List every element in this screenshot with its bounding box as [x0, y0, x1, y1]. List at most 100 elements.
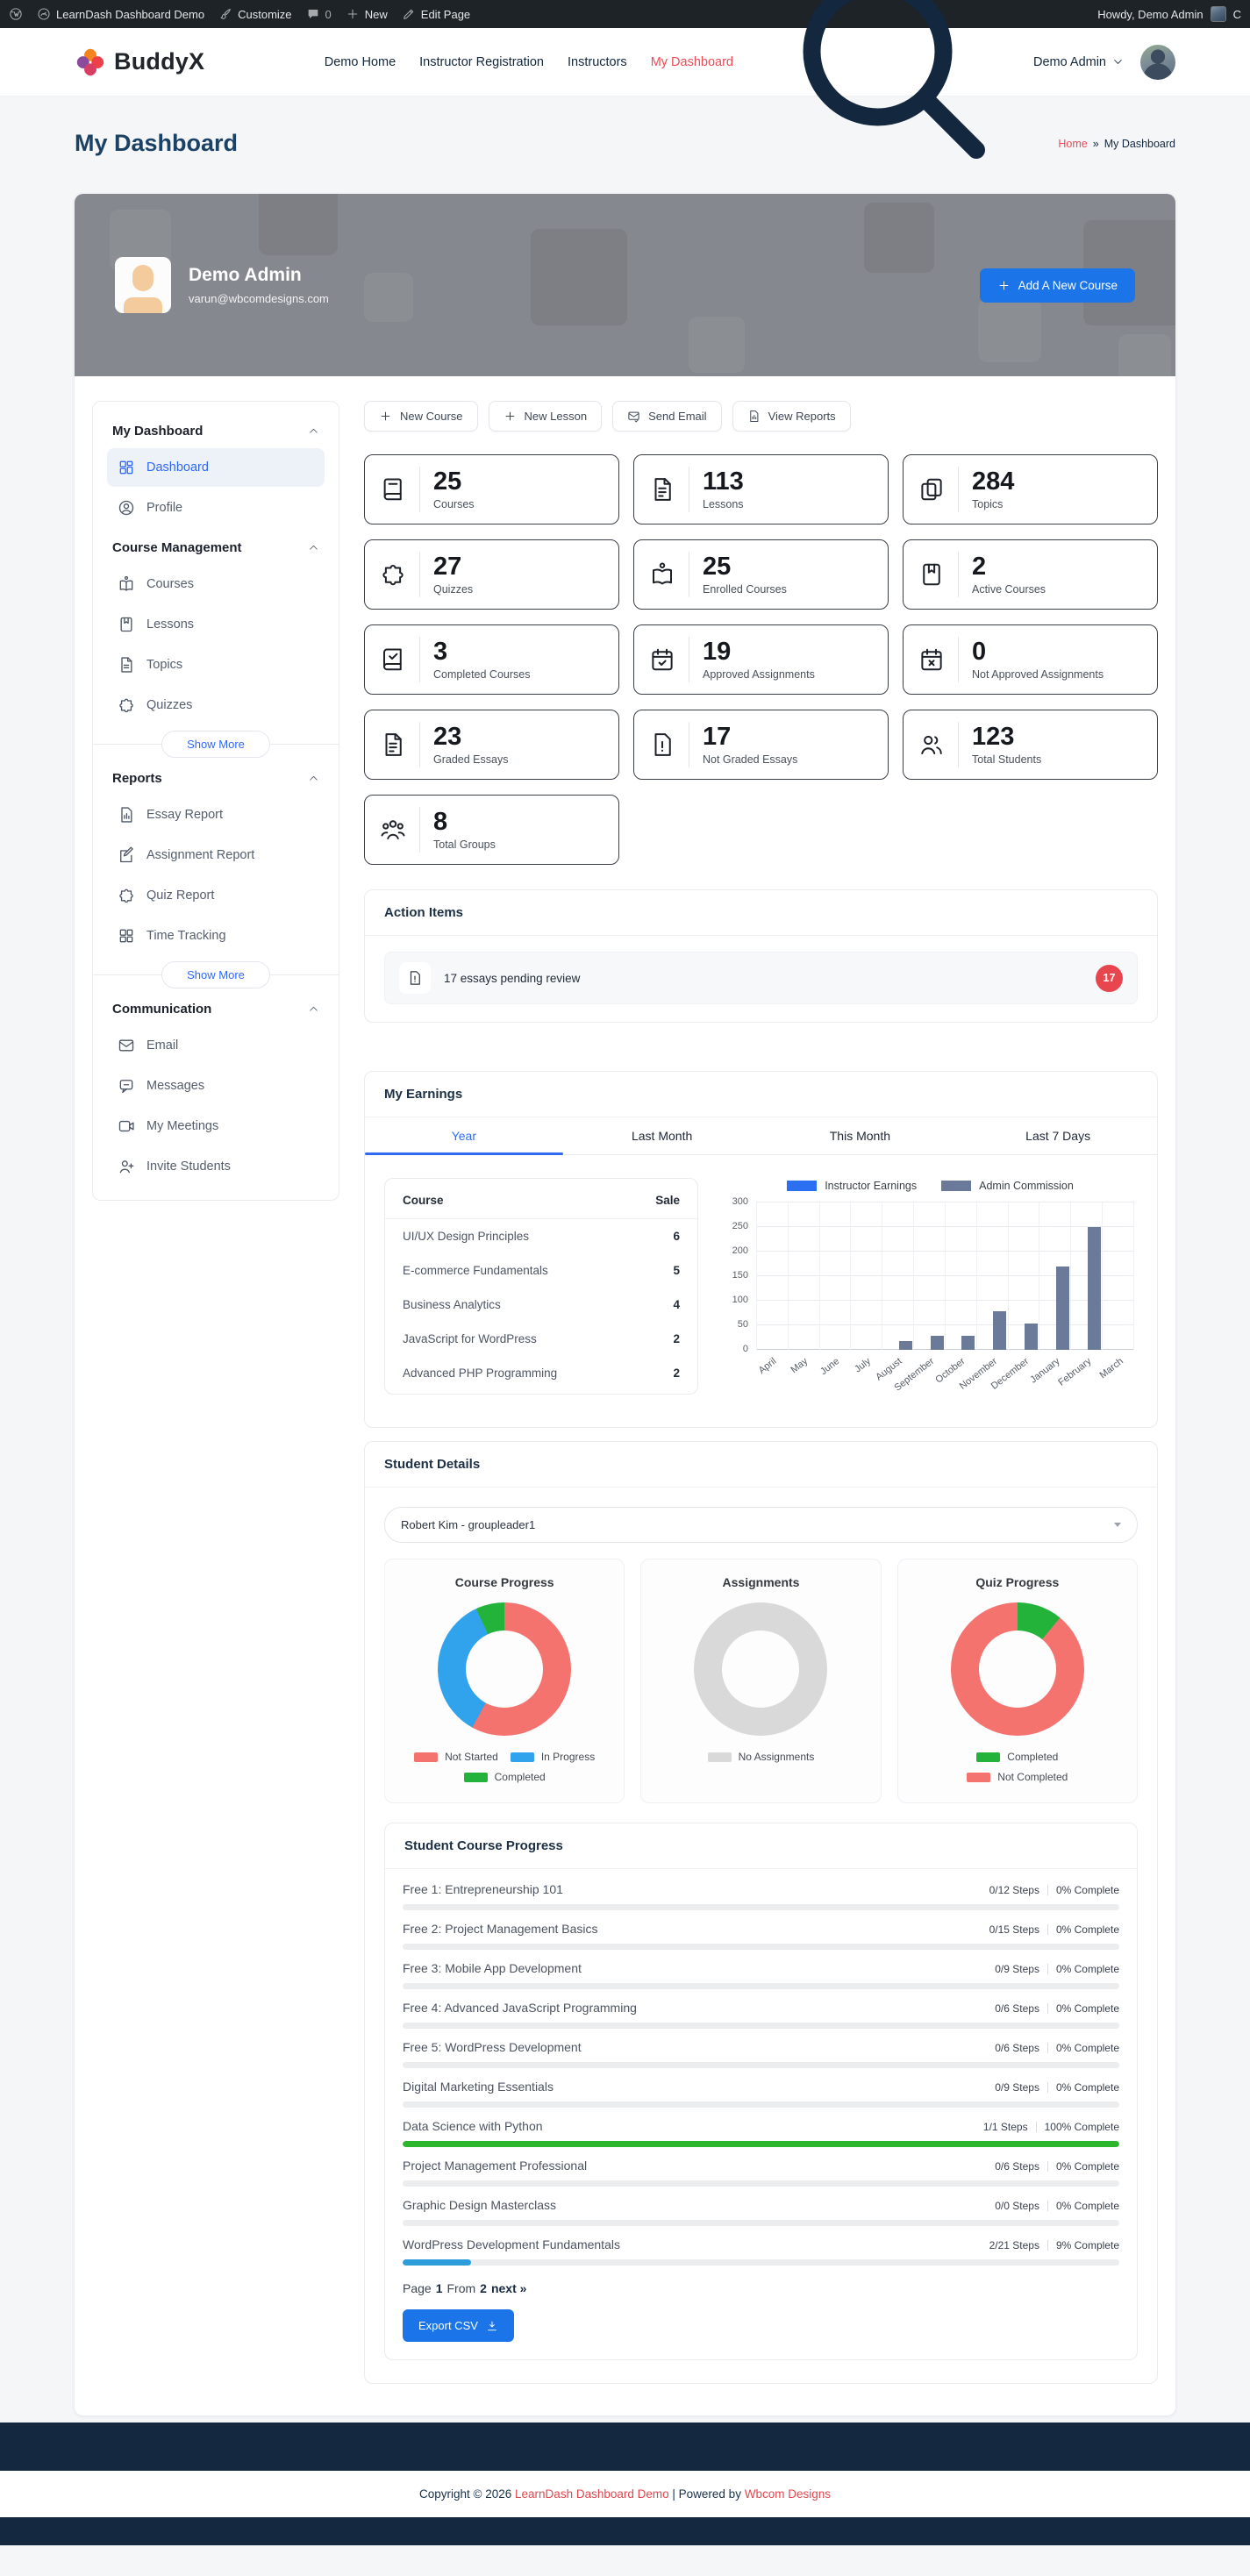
- nav-instructor-registration[interactable]: Instructor Registration: [419, 54, 544, 69]
- chart-plot-area: 0 50 100 150 200 250 300: [732, 1196, 1134, 1354]
- bar-admin-commission[interactable]: [961, 1336, 975, 1350]
- course-name[interactable]: Free 5: WordPress Development: [403, 2040, 582, 2054]
- earnings-tab-year[interactable]: Year: [365, 1117, 563, 1155]
- course-name[interactable]: Project Management Professional: [403, 2159, 588, 2173]
- progress-bar-track: [403, 2062, 1119, 2068]
- profile-avatar[interactable]: [115, 257, 171, 313]
- user-menu[interactable]: Demo Admin: [1033, 55, 1124, 69]
- sidebar-item-messages[interactable]: Messages: [107, 1067, 325, 1105]
- users-three-icon: [380, 817, 406, 843]
- stat-value: 27: [433, 553, 462, 582]
- sidebar-item-essay-report[interactable]: Essay Report: [107, 796, 325, 834]
- course-name[interactable]: Free 1: Entrepreneurship 101: [403, 1882, 563, 1896]
- legend-item-instructor-earnings[interactable]: Instructor Earnings: [787, 1180, 917, 1192]
- sidebar-item-quizzes[interactable]: Quizzes: [107, 686, 325, 724]
- adminbar-truncated-item[interactable]: C: [1232, 7, 1241, 21]
- sidebar-item-lessons[interactable]: Lessons: [107, 605, 325, 644]
- student-select[interactable]: Robert Kim - groupleader1: [384, 1507, 1138, 1543]
- bar-admin-commission[interactable]: [993, 1311, 1007, 1350]
- user-avatar[interactable]: [1140, 44, 1175, 80]
- earnings-tab-this-month[interactable]: This Month: [829, 1129, 890, 1143]
- sidebar-item-time-tracking[interactable]: Time Tracking: [107, 917, 325, 955]
- wp-logo-menu[interactable]: [9, 7, 23, 21]
- sidebar-item-dashboard[interactable]: Dashboard: [107, 448, 325, 487]
- breadcrumb-home-link[interactable]: Home: [1058, 137, 1088, 150]
- send-email-button[interactable]: Send Email: [612, 401, 722, 432]
- sidebar-item-topics[interactable]: Topics: [107, 646, 325, 684]
- nav-my-dashboard[interactable]: My Dashboard: [650, 54, 733, 69]
- legend-item-admin-commission[interactable]: Admin Commission: [941, 1180, 1074, 1192]
- adminbar-new[interactable]: New: [346, 7, 388, 21]
- bar-admin-commission[interactable]: [1025, 1323, 1039, 1350]
- pagination-next-link[interactable]: next »: [490, 2281, 527, 2295]
- action-item-row[interactable]: 17 essays pending review 17: [384, 952, 1138, 1004]
- sidebar-section-title: My Dashboard: [112, 424, 204, 439]
- sidebar-item-label: Profile: [146, 501, 183, 515]
- stat-card-total-students: 123 Total Students: [903, 710, 1158, 780]
- bar-admin-commission[interactable]: [898, 1340, 912, 1350]
- earnings-tab-last-month[interactable]: Last Month: [631, 1129, 693, 1143]
- count-badge: 17: [1096, 964, 1123, 992]
- show-more-button[interactable]: Show More: [161, 961, 270, 988]
- sidebar-item-label: My Meetings: [146, 1119, 219, 1133]
- sidebar-section-course-management[interactable]: Course Management: [107, 532, 325, 563]
- nav-instructors[interactable]: Instructors: [568, 54, 627, 69]
- bar-slot-september: [913, 1202, 945, 1350]
- course-name[interactable]: Free 2: Project Management Basics: [403, 1922, 598, 1936]
- puzzle-icon: [118, 696, 135, 714]
- earnings-tab-last-7-days[interactable]: Last 7 Days: [1025, 1129, 1091, 1143]
- bar-admin-commission[interactable]: [1087, 1227, 1101, 1350]
- footer-site-link[interactable]: LearnDash Dashboard Demo: [515, 2487, 669, 2501]
- progress-bar-track: [403, 1983, 1119, 1989]
- view-reports-button[interactable]: View Reports: [732, 401, 851, 432]
- bar-slot-july: [850, 1202, 882, 1350]
- donut-chart-assignments[interactable]: [694, 1602, 828, 1736]
- donut-chart-quiz-progress[interactable]: [950, 1602, 1084, 1736]
- search-button[interactable]: [757, 0, 1020, 194]
- sidebar-section-reports[interactable]: Reports: [107, 763, 325, 794]
- sidebar-item-label: Lessons: [146, 617, 195, 632]
- pagination-page-label: Page: [403, 2281, 432, 2295]
- course-name[interactable]: Graphic Design Masterclass: [403, 2198, 557, 2212]
- new-course-button[interactable]: New Course: [364, 401, 478, 432]
- bar-admin-commission[interactable]: [930, 1336, 944, 1350]
- new-lesson-button[interactable]: New Lesson: [488, 401, 603, 432]
- adminbar-comments[interactable]: 0: [306, 7, 332, 21]
- site-logo[interactable]: BuddyX: [75, 46, 204, 78]
- add-new-course-button[interactable]: Add A New Course: [979, 268, 1135, 303]
- course-name[interactable]: Data Science with Python: [403, 2119, 543, 2133]
- show-more-button[interactable]: Show More: [161, 731, 270, 758]
- adminbar-customize[interactable]: Customize: [218, 7, 292, 21]
- sidebar-item-quiz-report[interactable]: Quiz Report: [107, 876, 325, 915]
- adminbar-avatar[interactable]: [1210, 6, 1226, 22]
- adminbar-edit-page[interactable]: Edit Page: [402, 7, 470, 21]
- sidebar-item-profile[interactable]: Profile: [107, 489, 325, 527]
- adminbar-site-menu[interactable]: LearnDash Dashboard Demo: [37, 7, 204, 21]
- bar-admin-commission[interactable]: [1055, 1266, 1069, 1350]
- course-progress-row: Digital Marketing Essentials 0/9 Steps 0% …: [403, 2070, 1119, 2109]
- course-name[interactable]: Free 4: Advanced JavaScript Programming: [403, 2001, 637, 2015]
- course-name[interactable]: Digital Marketing Essentials: [403, 2080, 554, 2094]
- export-csv-button[interactable]: Export CSV: [403, 2309, 514, 2342]
- sidebar-item-label: Courses: [146, 577, 194, 591]
- sidebar-item-courses[interactable]: Courses: [107, 565, 325, 603]
- bar-slot-june: [818, 1202, 851, 1350]
- donut-chart-course-progress[interactable]: [438, 1602, 572, 1736]
- sidebar-item-assignment-report[interactable]: Assignment Report: [107, 836, 325, 874]
- nav-demo-home[interactable]: Demo Home: [324, 54, 396, 69]
- adminbar-howdy[interactable]: Howdy, Demo Admin: [1097, 7, 1204, 21]
- course-name[interactable]: Free 3: Mobile App Development: [403, 1961, 582, 1975]
- course-name[interactable]: WordPress Development Fundamentals: [403, 2237, 620, 2251]
- sidebar-section-communication[interactable]: Communication: [107, 994, 325, 1024]
- sidebar-item-invite-students[interactable]: Invite Students: [107, 1147, 325, 1186]
- stat-card-approved-assignments: 19 Approved Assignments: [633, 624, 889, 695]
- footer-brand-link[interactable]: Wbcom Designs: [744, 2487, 831, 2501]
- sidebar-item-email[interactable]: Email: [107, 1026, 325, 1065]
- sidebar-item-my-meetings[interactable]: My Meetings: [107, 1107, 325, 1145]
- donut-title: Quiz Progress: [975, 1575, 1060, 1589]
- calendar-x-icon: [918, 646, 945, 673]
- stat-value: 23: [433, 723, 462, 752]
- sidebar-section-my-dashboard[interactable]: My Dashboard: [107, 416, 325, 446]
- bookmark-page-icon: [918, 561, 945, 588]
- pagination-current-page: 1: [435, 2281, 443, 2295]
